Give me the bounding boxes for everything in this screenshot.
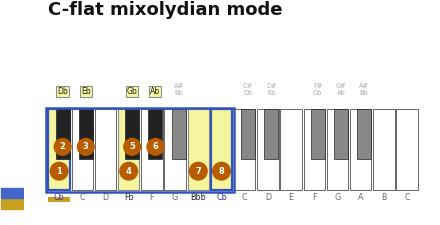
Bar [350, 109, 371, 190]
Bar [211, 109, 232, 190]
Bar [125, 109, 139, 159]
Text: 3: 3 [83, 142, 89, 151]
Text: D#
Eb: D# Eb [266, 83, 277, 96]
Circle shape [120, 162, 138, 180]
Text: C-flat mixolydian mode: C-flat mixolydian mode [48, 1, 282, 19]
Bar [1, 188, 23, 198]
Bar [72, 109, 93, 190]
Bar [95, 109, 116, 190]
Text: Gb: Gb [127, 87, 138, 96]
Circle shape [124, 138, 140, 155]
Bar [48, 109, 70, 190]
Bar [79, 109, 93, 159]
Text: F: F [150, 193, 154, 202]
Text: 8: 8 [219, 167, 224, 176]
Text: Ab: Ab [150, 87, 161, 96]
Text: 1: 1 [56, 167, 62, 176]
Bar [257, 109, 279, 190]
Text: 7: 7 [195, 167, 201, 176]
Text: B: B [381, 193, 387, 202]
Text: C#
Db: C# Db [243, 83, 253, 96]
Bar [396, 109, 418, 190]
Text: G: G [334, 193, 341, 202]
Bar [46, 108, 235, 192]
Bar [264, 109, 279, 159]
Bar [48, 197, 70, 202]
Text: A: A [358, 193, 363, 202]
Text: Cb: Cb [216, 193, 227, 202]
Text: 4: 4 [126, 167, 132, 176]
Bar [172, 109, 186, 159]
Bar [304, 109, 325, 190]
Bar [334, 109, 348, 159]
Bar [118, 109, 139, 190]
Bar [148, 109, 162, 159]
Text: A#
Bb: A# Bb [173, 83, 183, 96]
Bar [165, 109, 186, 190]
Bar [187, 109, 209, 190]
Circle shape [147, 138, 164, 155]
Text: C: C [404, 193, 410, 202]
Text: 6: 6 [152, 142, 158, 151]
Text: G#
Ab: G# Ab [336, 83, 346, 96]
Bar [187, 109, 209, 190]
Text: Fb: Fb [124, 193, 133, 202]
Text: 2: 2 [60, 142, 66, 151]
Circle shape [77, 138, 94, 155]
Bar [373, 109, 395, 190]
Bar [327, 109, 348, 190]
Bar [118, 109, 139, 190]
Circle shape [54, 138, 71, 155]
Text: C: C [242, 193, 247, 202]
Text: F: F [312, 193, 316, 202]
Text: D: D [265, 193, 271, 202]
Circle shape [50, 162, 68, 180]
Text: Cb: Cb [54, 193, 65, 202]
Bar [241, 109, 255, 159]
Text: Bbb: Bbb [191, 193, 206, 202]
Bar [311, 109, 325, 159]
Bar [280, 109, 302, 190]
Text: D: D [103, 193, 109, 202]
Text: Eb: Eb [81, 87, 91, 96]
Text: C: C [80, 193, 85, 202]
Text: A#
Bb: A# Bb [359, 83, 369, 96]
Text: E: E [289, 193, 293, 202]
Bar [234, 109, 255, 190]
Bar [1, 199, 23, 209]
Bar [357, 109, 371, 159]
Circle shape [190, 162, 207, 180]
Text: G: G [172, 193, 178, 202]
Bar [141, 109, 162, 190]
Text: basicmusictheory.com: basicmusictheory.com [10, 70, 15, 132]
Text: 5: 5 [129, 142, 135, 151]
Circle shape [213, 162, 230, 180]
Bar [48, 109, 70, 190]
Bar [55, 109, 70, 159]
Text: Db: Db [57, 87, 68, 96]
Text: F#
Gb: F# Gb [313, 83, 323, 96]
Bar [211, 109, 232, 190]
